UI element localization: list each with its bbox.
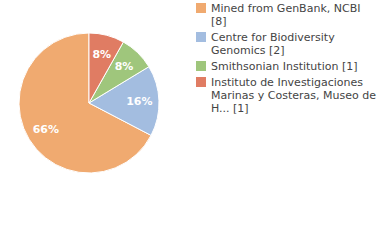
- html-text:Smithsonian Institution [1]: Smithsonian Institution [1]: [211, 60, 358, 73]
- svg-text:66%: 66%: [33, 123, 59, 136]
- svg-text:8%: 8%: [115, 60, 134, 73]
- html-text:Mined from GenBank, NCBI [8]: Mined from GenBank, NCBI [8]: [211, 2, 361, 28]
- html-text:Instituto de Investigaciones M: Instituto de Investigaciones Marinas y C…: [211, 76, 376, 115]
- html-text:Centre for Biodiversity Genomi: Centre for Biodiversity Genomics [2]: [211, 31, 335, 57]
- svg-text:16%: 16%: [126, 95, 152, 108]
- svg-text:8%: 8%: [92, 48, 111, 61]
